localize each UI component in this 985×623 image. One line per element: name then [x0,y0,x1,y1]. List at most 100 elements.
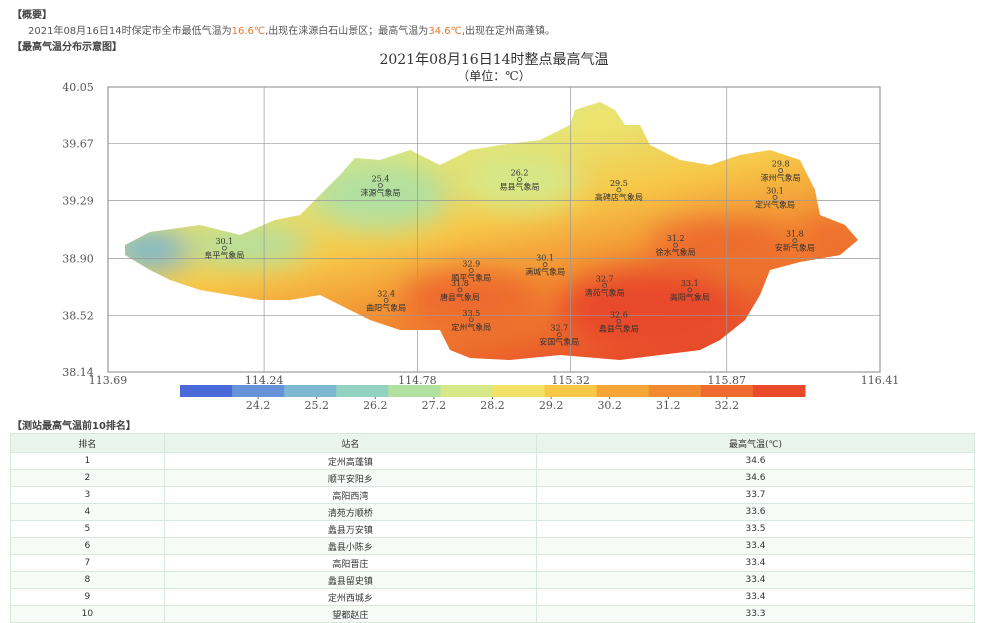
station-value: 25.4 [372,174,390,183]
colorbar-label: 27.2 [422,399,447,412]
station-name: 涞源气象局 [360,187,400,197]
station-name: 易县气象局 [500,182,540,192]
colorbar-swatch [596,385,650,397]
colorbar-swatch [492,385,546,397]
station-name: 安国气象局 [539,337,579,347]
colorbar-swatch [180,385,233,397]
station-value: 32.9 [462,260,480,269]
table-cell: 定州西城乡 [163,588,538,606]
colorbar-label: 26.2 [363,399,388,412]
station-value: 29.5 [610,179,628,188]
station-value: 30.1 [215,237,233,246]
text: ,出现在定州高蓬镇。 [461,26,555,37]
table-cell: 10 [10,605,165,623]
colorbar-label: 28.2 [480,399,505,412]
colorbar-swatch [284,385,337,397]
colorbar-swatch [648,385,702,397]
station-marker [542,262,548,267]
y-tick-label: 40.05 [62,81,94,94]
section-title: 【概要】 [12,10,52,21]
station-name: 顺平气象局 [451,273,491,283]
colorbar-label: 30.2 [597,399,622,412]
station-name: 清苑气象局 [585,287,625,297]
station-marker [221,245,227,251]
station-marker [457,287,463,293]
colorbar-swatch [700,385,754,397]
table-row: 4 清苑方顺桥 33.6 [10,503,975,521]
station-marker [556,332,562,338]
x-tick-label: 115.32 [551,374,590,387]
station-marker [687,287,693,293]
max-temp: 34.6℃ [428,26,462,37]
station-name: 定州气象局 [451,322,491,332]
colorbar-swatch [232,385,285,397]
table-cell: 高阳晋庄 [163,554,538,572]
table-cell: 定州高蓬镇 [163,452,538,470]
station-marker [517,177,522,182]
map-title: 2021年08月16日14时整点最高气温 [379,51,608,68]
table-cell: 顺平安阳乡 [163,469,538,487]
table-cell: 蠡县留史镇 [163,571,538,589]
table-cell: 34.6 [536,452,975,470]
colorbar-swatch [388,385,441,397]
table-cell: 7 [10,554,165,572]
table-cell: 9 [10,588,165,606]
table-cell: 3 [10,486,165,504]
section-title: 【最高气温分布示意图】 [12,42,122,53]
table-body: 1 定州高蓬镇 34.6 2 顺平安阳乡 34.6 3 高阳西湾 33.7 4 清苑方顺桥 33.6 5… [10,452,975,623]
table-row: 9 定州西城乡 33.4 [10,588,975,606]
station-name: 唐县气象局 [440,292,480,302]
table-row: 2 顺平安阳乡 34.6 [10,469,975,487]
station-marker [778,168,784,173]
table-cell: 33.5 [536,520,975,538]
table-cell: 蠡县万安镇 [163,520,538,538]
station-value: 31.2 [667,234,685,243]
station-marker [616,318,622,324]
column-header: 站名 [163,433,538,453]
table-cell: 33.6 [536,503,975,521]
table-cell: 33.4 [536,554,975,572]
table-cell: 8 [10,571,165,589]
table-cell: 33.7 [536,486,975,504]
station-value: 32.4 [377,289,395,298]
colorbar-label: 25.2 [304,399,329,412]
y-tick-label: 38.52 [62,309,94,322]
table-header: 排名 站名 最高气温(℃) [10,433,975,453]
station-value: 32.7 [596,274,614,283]
colorbar-label: 32.2 [715,399,740,412]
map-chart: 2021年08月16日14时整点最高气温 （单位：℃） 113.69 114.24… [62,51,899,412]
station-marker [468,268,474,273]
station-marker [602,283,608,288]
table-row: 10 望都赵庄 33.3 [10,605,975,623]
section-title: 【测站最高气温前10排名】 [12,421,136,432]
station-value: 30.1 [536,254,554,263]
ranking-table: 排名 站名 最高气温(℃) 1 定州高蓬镇 34.6 2 顺平安阳乡 34.6 3 高阳西湾 33.7… [10,433,975,623]
table-cell: 蠡县小陈乡 [163,537,538,555]
table-row: 3 高阳西湾 33.7 [10,486,975,504]
station-marker [616,187,622,193]
x-tick-label: 114.24 [245,374,284,387]
station-value: 33.1 [681,279,699,288]
station-name: 阜平气象局 [204,250,244,260]
text: 2021年08月16日14时保定市全市最低气温为 [28,26,232,37]
colorbar-swatch [752,385,806,397]
station-name: 高碑店气象局 [595,192,643,202]
colorbar-swatch [440,385,493,397]
y-tick-label: 38.90 [62,253,94,266]
table-cell: 33.4 [536,537,975,555]
station-marker [383,297,389,303]
table-cell: 34.6 [536,469,975,487]
station-value: 29.8 [772,160,790,169]
station-value: 26.2 [511,169,529,178]
station-name: 安新气象局 [775,243,815,253]
summary: 2021年08月16日14时保定市全市最低气温为16.6℃,出现在涞源白石山景区… [28,22,555,37]
station-marker [378,183,383,188]
table-cell: 清苑方顺桥 [163,503,538,521]
station-name: 涿州气象局 [761,173,801,183]
station-name: 高阳气象局 [670,292,710,302]
y-tick-label: 39.29 [62,194,94,207]
table-cell: 33.4 [536,588,975,606]
colorbar-swatch [336,385,389,397]
colorbar-swatch [544,385,598,397]
